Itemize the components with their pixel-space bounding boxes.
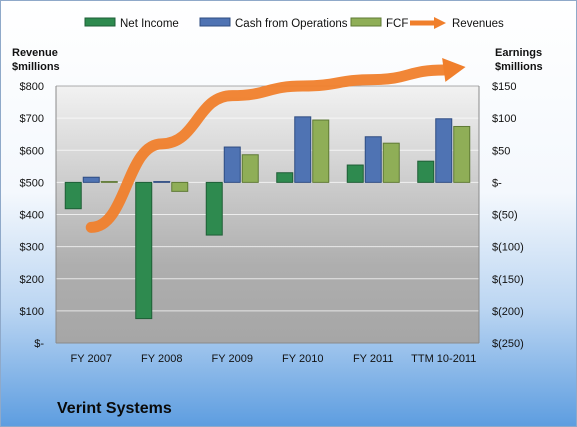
bar-fcf (312, 119, 330, 183)
bar-net-income (205, 181, 223, 236)
category-label: FY 2010 (282, 353, 323, 365)
bar-net-income (64, 181, 82, 210)
company-name: Verint Systems (57, 400, 172, 417)
right-axis-title-line2: $millions (495, 61, 543, 73)
bar-cash-from-operations (294, 116, 312, 183)
legend-label-revenues: Revenues (452, 18, 504, 30)
category-label: FY 2007 (71, 353, 112, 365)
legend-swatch-net-income (84, 17, 116, 27)
left-tick-label: $600 (20, 145, 44, 157)
left-tick-label: $700 (20, 113, 44, 125)
bar-series (64, 116, 471, 320)
left-tick-label: $800 (20, 81, 44, 93)
right-tick-label: $(100) (492, 242, 524, 254)
bar-cash-from-operations (364, 136, 382, 183)
legend-label-cash-from-operations: Cash from Operations (235, 18, 348, 30)
right-tick-label: $150 (492, 81, 516, 93)
revenues-arrowhead (442, 58, 466, 82)
bar-fcf (453, 125, 471, 183)
legend-label-net-income: Net Income (120, 18, 179, 30)
bar-fcf (171, 181, 189, 192)
legend-swatch-fcf (350, 17, 382, 27)
right-tick-label: $(150) (492, 274, 524, 286)
category-label: FY 2008 (141, 353, 182, 365)
legend-swatch-cash-from-operations (199, 17, 231, 27)
category-label: FY 2011 (353, 353, 394, 365)
bar-fcf (100, 181, 118, 183)
bar-net-income (346, 164, 364, 183)
bar-net-income (135, 181, 153, 320)
category-labels: FY 2007 FY 2008 FY 2009 FY 2010 FY 2011 TTM 1… (71, 353, 477, 365)
legend: Net Income Cash from Operations FCF Reve… (84, 17, 504, 30)
revenues-line (85, 64, 450, 233)
legend-arrowhead-revenues (434, 17, 446, 29)
legend-label-fcf: FCF (386, 18, 408, 30)
category-label: TTM 10-2011 (411, 353, 476, 365)
bar-fcf (241, 154, 259, 183)
right-axis-ticks: $150 $100 $50 $- $(50) $(100) $(150) $(200) $(25… (492, 81, 524, 350)
bar-cash-from-operations (82, 176, 100, 183)
left-tick-label: $- (34, 338, 44, 350)
left-tick-label: $400 (20, 210, 44, 222)
left-axis-title-line1: Revenue (12, 47, 58, 59)
right-tick-label: $(250) (492, 338, 524, 350)
bar-cash-from-operations (435, 118, 453, 183)
right-tick-label: $- (492, 177, 502, 189)
left-tick-label: $100 (20, 306, 44, 318)
left-axis-title-line2: $millions (12, 61, 60, 73)
category-label: FY 2009 (212, 353, 253, 365)
gridlines (55, 85, 480, 344)
right-tick-label: $(200) (492, 306, 524, 318)
right-tick-label: $50 (492, 145, 510, 157)
right-tick-label: $(50) (492, 210, 518, 222)
bar-net-income (276, 172, 294, 183)
left-axis-ticks: $800 $700 $600 $500 $400 $300 $200 $100 $- (20, 81, 45, 350)
left-tick-label: $500 (20, 177, 44, 189)
bar-cash-from-operations (223, 146, 241, 183)
revenues-series (85, 58, 466, 233)
right-axis-title-line1: Earnings (495, 47, 542, 59)
left-tick-label: $300 (20, 242, 44, 254)
left-tick-label: $200 (20, 274, 44, 286)
bar-fcf (382, 142, 400, 183)
right-tick-label: $100 (492, 113, 516, 125)
bar-cash-from-operations (153, 181, 171, 183)
bar-net-income (417, 160, 435, 183)
